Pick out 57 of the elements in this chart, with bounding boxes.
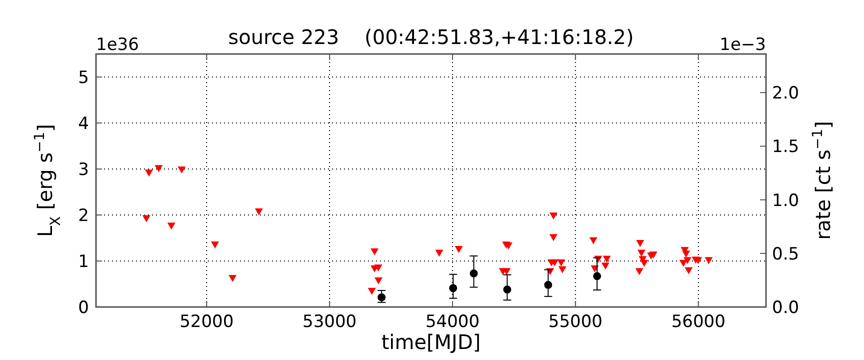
y-tick-label: 1 — [78, 252, 89, 272]
point — [374, 264, 382, 272]
x-tick-label: 55000 — [548, 312, 602, 332]
point — [370, 248, 379, 256]
point — [640, 260, 648, 267]
point — [683, 257, 692, 264]
annotation: 1e36 — [96, 35, 139, 55]
point — [374, 277, 383, 284]
point — [144, 170, 153, 177]
point — [503, 286, 512, 294]
point — [550, 259, 559, 266]
point — [602, 256, 611, 263]
y2-tick-label: 2.0 — [772, 84, 800, 104]
point — [378, 293, 386, 302]
point — [593, 272, 602, 280]
point — [470, 269, 478, 278]
point — [589, 237, 598, 244]
point — [435, 250, 444, 257]
point — [368, 288, 376, 295]
y2-tick-label: 0.5 — [772, 244, 800, 264]
point — [557, 259, 566, 266]
point — [178, 166, 186, 174]
point — [637, 250, 646, 257]
point — [549, 212, 558, 220]
point — [254, 208, 263, 216]
point — [154, 165, 163, 172]
point — [549, 234, 558, 242]
y2-tick-label: 0.0 — [772, 298, 800, 318]
point — [228, 275, 237, 282]
annotation: 1e−3 — [720, 35, 766, 55]
chart-title: source 223 (00:42:51.83,+41:16:18.2) — [228, 25, 634, 49]
point — [502, 268, 511, 276]
point — [636, 240, 644, 248]
x-tick-label: 56000 — [671, 312, 726, 332]
point — [558, 266, 566, 274]
y2-tick-label: 1.5 — [772, 137, 800, 158]
y2-tick-label: 1.0 — [772, 190, 800, 211]
x-tick-label: 52000 — [180, 312, 234, 332]
y-tick-label: 3 — [78, 160, 89, 180]
point — [449, 284, 458, 292]
x-tick-label: 54000 — [425, 312, 480, 332]
point — [601, 262, 610, 270]
point — [635, 268, 644, 276]
point — [142, 215, 150, 222]
point — [704, 257, 713, 264]
point — [544, 280, 552, 289]
x-tick-label: 53000 — [302, 312, 357, 332]
x-axis-title: time[MJD] — [381, 330, 481, 354]
point — [167, 222, 176, 230]
point — [682, 250, 690, 258]
point — [211, 241, 219, 248]
y-tick-label: 5 — [78, 68, 89, 88]
y-tick-label: 4 — [78, 114, 89, 134]
y-tick-label: 0 — [78, 298, 89, 318]
y-tick-label: 2 — [78, 206, 89, 226]
point — [684, 267, 693, 274]
point — [454, 246, 463, 254]
